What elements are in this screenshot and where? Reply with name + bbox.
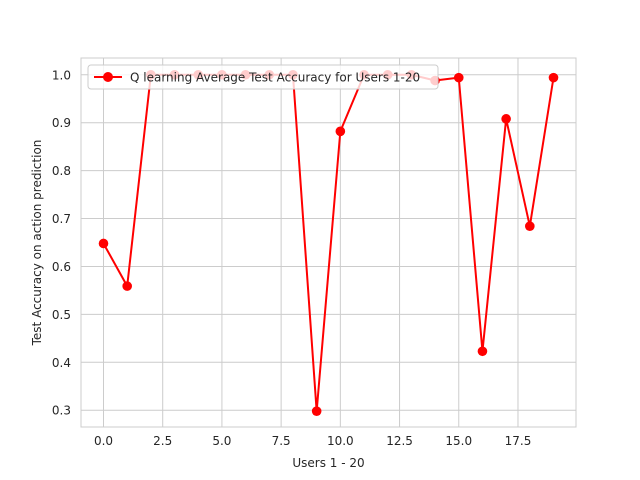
x-tick-label: 10.0 xyxy=(327,434,354,448)
y-tick-label: 0.9 xyxy=(52,116,71,130)
y-tick-label: 0.7 xyxy=(52,212,71,226)
legend: Q learning Average Test Accuracy for Use… xyxy=(87,64,439,90)
x-tick-label: 5.0 xyxy=(212,434,231,448)
plot-frame xyxy=(80,57,577,428)
data-point xyxy=(501,114,511,124)
y-tick-label: 0.8 xyxy=(52,164,71,178)
y-tick-label: 0.3 xyxy=(52,404,71,418)
data-point xyxy=(453,72,464,83)
legend-marker-swatch xyxy=(103,72,113,82)
x-tick-label: 15.0 xyxy=(445,434,472,448)
x-tick-label: 17.5 xyxy=(505,434,532,448)
plot-background xyxy=(81,58,576,427)
y-tick-label: 0.6 xyxy=(52,260,71,274)
grid xyxy=(81,58,576,427)
data-point xyxy=(311,406,322,416)
y-tick-label: 0.5 xyxy=(52,308,71,322)
x-axis-label: Users 1 - 20 xyxy=(292,456,364,470)
legend-label: Q learning Average Test Accuracy for Use… xyxy=(130,71,420,85)
x-axis-ticks: 0.0 2.5 5.0 7.5 10.0 12.5 15.0 17.5 xyxy=(94,434,531,448)
y-tick-label: 0.4 xyxy=(52,356,71,370)
data-point xyxy=(98,238,109,249)
y-axis-label: Test Accuracy on action prediction xyxy=(30,140,44,347)
y-tick-label: 1.0 xyxy=(52,68,71,82)
data-point xyxy=(525,221,535,232)
x-tick-label: 0.0 xyxy=(94,434,113,448)
data-point xyxy=(477,346,488,357)
data-point xyxy=(335,126,346,137)
y-axis-ticks: 0.3 0.4 0.5 0.6 0.7 0.8 0.9 1.0 xyxy=(52,68,71,417)
legend-box xyxy=(87,64,439,90)
x-tick-label: 7.5 xyxy=(272,434,291,448)
data-point xyxy=(122,281,132,291)
x-tick-label: 12.5 xyxy=(386,434,413,448)
data-point xyxy=(548,72,559,83)
x-tick-label: 2.5 xyxy=(153,434,172,448)
